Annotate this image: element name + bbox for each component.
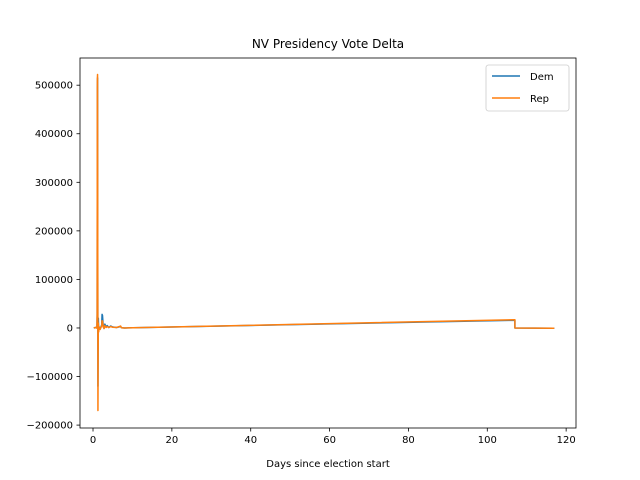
x-tick-label: 80 [402, 435, 415, 446]
y-tick-label: 200000 [35, 226, 73, 237]
x-tick-label: 100 [478, 435, 497, 446]
y-tick-label: −100000 [26, 372, 73, 383]
chart-title: NV Presidency Vote Delta [252, 37, 404, 51]
x-tick-label: 0 [90, 435, 96, 446]
series-lines [93, 73, 555, 412]
legend-frame [485, 64, 570, 112]
plot-area [93, 73, 555, 412]
x-tick-label: 20 [165, 435, 178, 446]
x-tick-label: 120 [557, 435, 576, 446]
legend-label-dem: Dem [530, 72, 554, 83]
y-tick-label: 100000 [35, 275, 73, 286]
x-axis-label: Days since election start [266, 459, 390, 470]
y-tick-label: 500000 [35, 81, 73, 92]
legend-label-rep: Rep [530, 94, 549, 105]
axes: 0 20 40 60 80 100 120 −200000 −100000 0 100000 2000… [26, 57, 577, 446]
y-tick-label: 0 [67, 323, 73, 334]
series-line-rep [93, 73, 555, 412]
y-tick-label: −200000 [26, 421, 73, 432]
y-tick-label: 300000 [35, 178, 73, 189]
y-tick-label: 400000 [35, 129, 73, 140]
x-tick-label: 60 [323, 435, 336, 446]
legend: Dem Rep [485, 64, 570, 112]
axes-frame [79, 57, 577, 429]
x-tick-label: 40 [244, 435, 257, 446]
